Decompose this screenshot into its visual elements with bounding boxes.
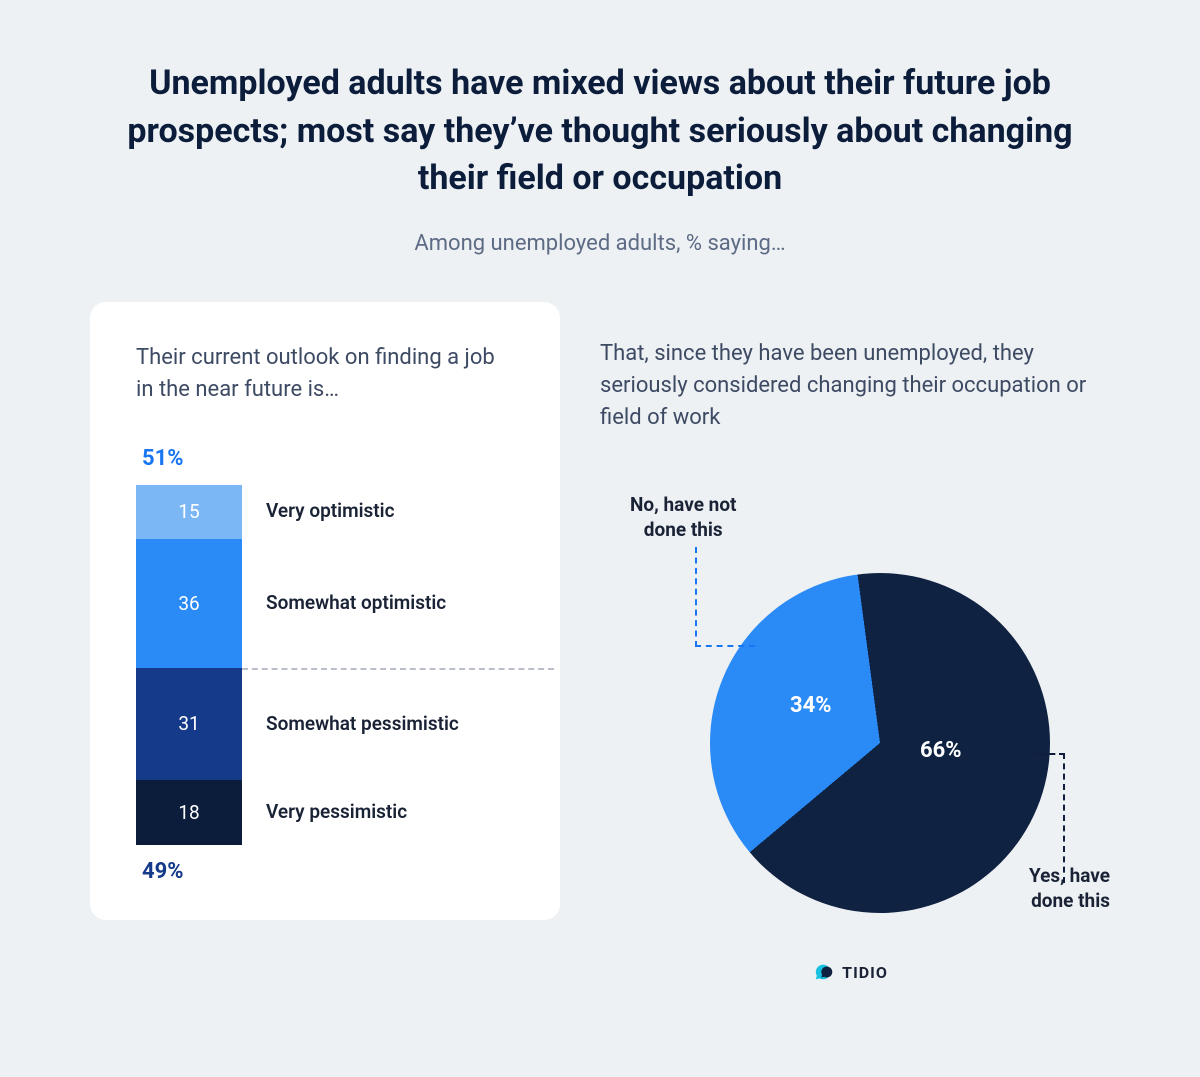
pie-area: 34% 66% No, have notdone this Yes, haved… bbox=[600, 463, 1100, 963]
bar-segment-value: 15 bbox=[178, 500, 199, 523]
bar-segment: 31Somewhat pessimistic bbox=[136, 668, 242, 780]
bar-segment-value: 36 bbox=[178, 592, 199, 615]
bar-segment-value: 18 bbox=[178, 801, 199, 824]
bar-segment-label: Somewhat optimistic bbox=[266, 591, 486, 616]
stacked-bar: 15Very optimistic36Somewhat optimistic31… bbox=[136, 485, 242, 845]
stacked-bar-wrap: 15Very optimistic36Somewhat optimistic31… bbox=[136, 485, 514, 845]
bar-midline bbox=[242, 668, 554, 670]
outlook-card: Their current outlook on finding a job i… bbox=[90, 302, 560, 920]
bar-segment: 15Very optimistic bbox=[136, 485, 242, 539]
bar-segment-value: 31 bbox=[178, 712, 199, 735]
pie-value-no: 34% bbox=[790, 693, 832, 718]
outlook-heading: Their current outlook on finding a job i… bbox=[136, 342, 514, 406]
callout-no: No, have notdone this bbox=[630, 493, 737, 542]
tidio-icon bbox=[812, 961, 834, 983]
bar-segment-label: Somewhat pessimistic bbox=[266, 712, 486, 737]
bar-segment-label: Very pessimistic bbox=[266, 800, 486, 825]
brand-logo: TIDIO bbox=[812, 961, 888, 983]
bar-segment-label: Very optimistic bbox=[266, 499, 486, 524]
bar-segment: 18Very pessimistic bbox=[136, 780, 242, 845]
columns: Their current outlook on finding a job i… bbox=[90, 302, 1110, 964]
change-field-heading: That, since they have been unemployed, t… bbox=[600, 338, 1110, 434]
change-field-panel: That, since they have been unemployed, t… bbox=[600, 302, 1110, 964]
pie-value-yes: 66% bbox=[920, 738, 962, 763]
optimistic-total: 51% bbox=[142, 446, 514, 471]
pessimistic-total: 49% bbox=[142, 859, 514, 884]
pie-chart bbox=[710, 573, 1050, 913]
leader-line-no bbox=[695, 547, 755, 647]
leader-line-yes bbox=[1030, 753, 1065, 883]
page-subtitle: Among unemployed adults, % saying… bbox=[90, 231, 1110, 256]
bar-segment: 36Somewhat optimistic bbox=[136, 539, 242, 669]
brand-text: TIDIO bbox=[842, 963, 888, 982]
page-title: Unemployed adults have mixed views about… bbox=[120, 60, 1080, 203]
